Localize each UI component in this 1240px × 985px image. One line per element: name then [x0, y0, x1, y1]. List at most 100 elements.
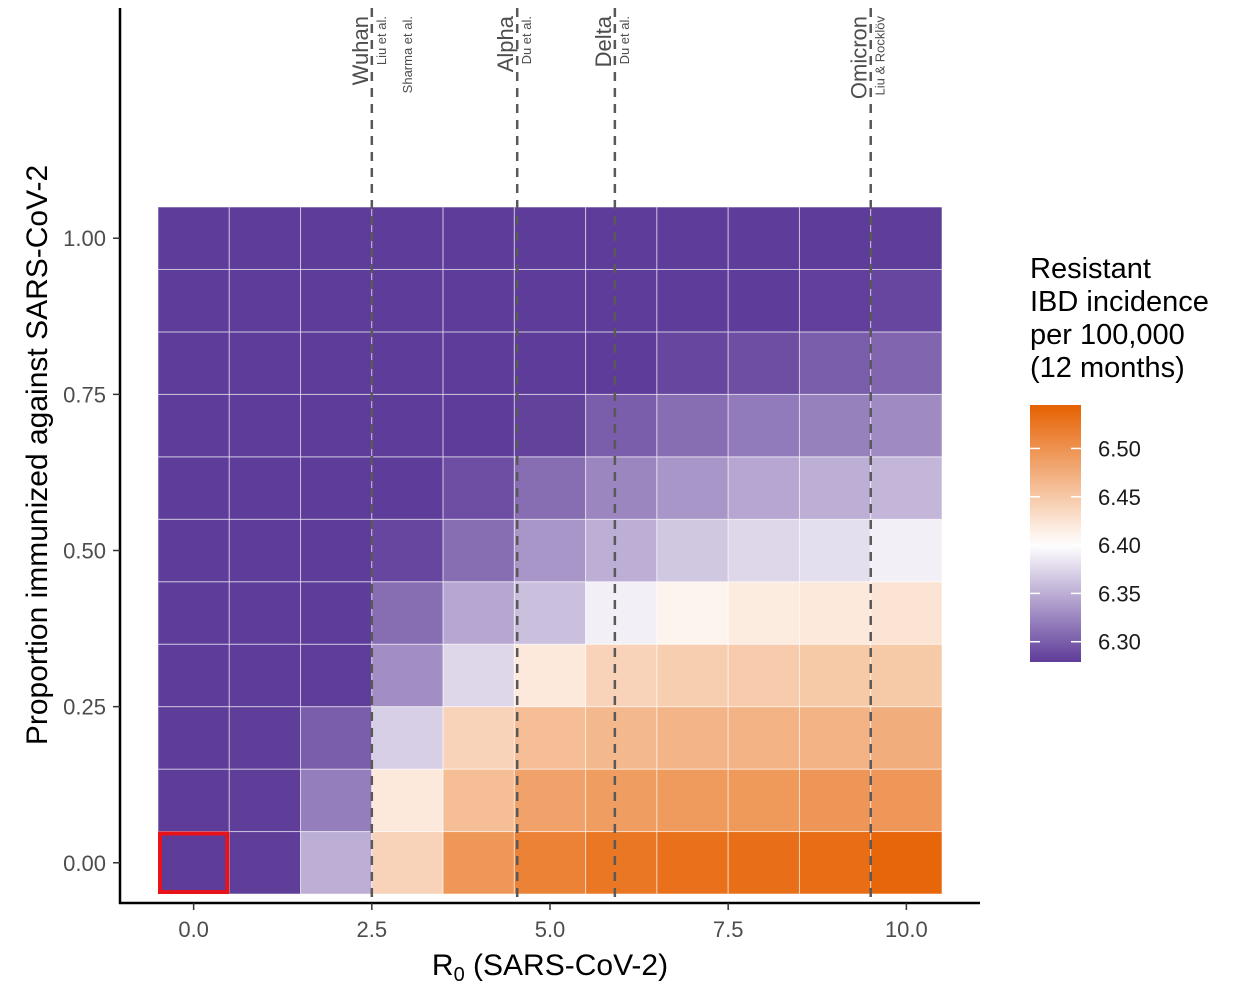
- x-axis-title: R0 (SARS-CoV-2): [432, 949, 668, 985]
- x-tick-label: 2.5: [357, 917, 388, 942]
- heatmap-cell: [228, 206, 302, 270]
- heatmap-cell: [300, 456, 373, 520]
- heatmap-cell: [656, 331, 729, 395]
- legend-tick-label: 6.30: [1098, 630, 1141, 655]
- heatmap-cell: [228, 706, 302, 770]
- heatmap-cell: [300, 393, 373, 458]
- heatmap-cell: [442, 518, 515, 583]
- heatmap-cell: [157, 268, 230, 333]
- y-tick-label: 1.00: [63, 226, 106, 251]
- heatmap-cell: [870, 706, 943, 770]
- heatmap-cell: [798, 581, 872, 645]
- heatmap-cell: [371, 206, 444, 270]
- heatmap-cell: [513, 643, 587, 708]
- legend-tick-label: 6.50: [1098, 436, 1141, 461]
- heatmap-cell: [157, 393, 230, 458]
- heatmap-cell: [442, 831, 515, 895]
- heatmap-cell: [157, 581, 230, 645]
- heatmap-cell: [228, 643, 302, 708]
- heatmap-cell: [585, 268, 658, 333]
- heatmap-cell: [656, 581, 729, 645]
- heatmap-cell: [727, 518, 800, 583]
- heatmap-cell: [656, 206, 729, 270]
- heatmap-cell: [371, 518, 444, 583]
- heatmap-cell: [300, 768, 373, 833]
- heatmap-cell: [727, 706, 800, 770]
- y-tick-label: 0.50: [63, 539, 106, 564]
- x-tick-label: 10.0: [885, 917, 928, 942]
- heatmap-cell: [371, 831, 444, 895]
- heatmap-cell: [870, 518, 943, 583]
- heatmap-cell: [442, 206, 515, 270]
- heatmap-cell: [727, 393, 800, 458]
- heatmap-cell: [513, 831, 587, 895]
- y-tick-label: 0.25: [63, 695, 106, 720]
- heatmap-cell: [228, 393, 302, 458]
- heatmap-cell: [798, 331, 872, 395]
- heatmap-cell: [442, 581, 515, 645]
- heatmap-cell: [798, 706, 872, 770]
- heatmap-cell: [798, 518, 872, 583]
- heatmap-cell: [371, 456, 444, 520]
- x-axis-title-rest: (SARS-CoV-2): [465, 949, 668, 982]
- heatmap-cell: [300, 831, 373, 895]
- heatmap-cell: [727, 768, 800, 833]
- heatmap-cell: [585, 331, 658, 395]
- heatmap-cell: [798, 456, 872, 520]
- heatmap-cell: [228, 831, 302, 895]
- heatmap-cell: [727, 581, 800, 645]
- heatmap-cell: [798, 393, 872, 458]
- y-axis-title: Proportion immunized against SARS-CoV-2: [21, 165, 54, 745]
- heatmap-cell: [870, 268, 943, 333]
- heatmap-cell: [228, 518, 302, 583]
- variant-label: Omicron: [847, 16, 872, 99]
- x-tick-label: 7.5: [713, 917, 744, 942]
- heatmap-cell: [513, 206, 587, 270]
- legend-tick-label: 6.45: [1098, 485, 1141, 510]
- heatmap-cell: [727, 206, 800, 270]
- legend-ticks: 6.30 6.35 6.40 6.45 6.50: [1030, 436, 1141, 655]
- heatmap-cell: [157, 643, 230, 708]
- legend-tick-label: 6.35: [1098, 581, 1141, 606]
- heatmap-cell: [228, 581, 302, 645]
- variant-lines: [370, 8, 872, 903]
- heatmap-cell: [727, 456, 800, 520]
- heatmap-cell: [300, 706, 373, 770]
- heatmap-cell: [585, 768, 658, 833]
- y-tick-label: 0.00: [63, 851, 106, 876]
- heatmap-cell: [656, 768, 729, 833]
- heatmap-cell: [371, 643, 444, 708]
- heatmap-cell: [656, 268, 729, 333]
- legend-title-line: (12 months): [1030, 352, 1185, 384]
- variant-source-label: Du et al.: [617, 16, 632, 64]
- heatmap-cell: [513, 706, 587, 770]
- variant-source-label: Liu et al.: [374, 16, 389, 65]
- heatmap-cell: [798, 768, 872, 833]
- heatmap-cell: [442, 393, 515, 458]
- heatmap-cell: [585, 643, 658, 708]
- heatmap-cell: [228, 768, 302, 833]
- heatmap-cell: [727, 331, 800, 395]
- heatmap-cell: [228, 456, 302, 520]
- heatmap-cell: [442, 706, 515, 770]
- heatmap-cell: [585, 581, 658, 645]
- heatmap-cell: [442, 331, 515, 395]
- heatmap-cell: [656, 456, 729, 520]
- heatmap-cell: [727, 831, 800, 895]
- heatmap-cell: [371, 393, 444, 458]
- heatmap-cell: [513, 581, 587, 645]
- heatmap-cell: [798, 268, 872, 333]
- heatmap-cell: [513, 518, 587, 583]
- heatmap-cell: [870, 581, 943, 645]
- heatmap-cell: [300, 268, 373, 333]
- x-tick-label: 5.0: [535, 917, 566, 942]
- heatmap-cell: [300, 206, 373, 270]
- heatmap-cell: [371, 706, 444, 770]
- heatmap-cell: [727, 643, 800, 708]
- heatmap-cell: [656, 518, 729, 583]
- variant-source-label: Sharma et al.: [400, 16, 415, 93]
